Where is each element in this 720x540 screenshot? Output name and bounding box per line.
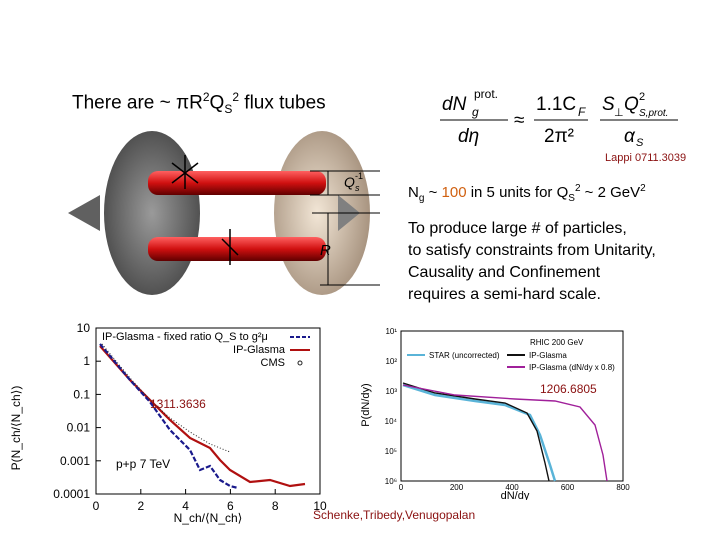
para-line-1: To produce large # of particles, bbox=[408, 220, 627, 237]
eq-rhs-den-sub: S bbox=[636, 137, 644, 149]
left-xtick-label: 2 bbox=[137, 499, 144, 513]
heading-sup2: 2 bbox=[232, 90, 240, 104]
heading-text: There are ~ πR bbox=[72, 92, 203, 114]
right-xtick-label: 400 bbox=[505, 483, 519, 492]
left-plot-frame bbox=[95, 327, 321, 495]
slide-heading: There are ~ πR2QS2 flux tubes bbox=[72, 90, 326, 116]
left-plot-reference: 1311.3636 bbox=[150, 397, 206, 411]
left-xtick-label: 6 bbox=[227, 499, 234, 513]
right-ytick-label: 10⁶ bbox=[385, 477, 397, 486]
diagram-qs-sup: -1 bbox=[355, 171, 363, 181]
gluon-multiplicity-equation: dN prot. g dη ≈ 1.1C F 2π² S ⊥ Q 2 S,pro… bbox=[440, 87, 678, 149]
diagram-qs-label: Q bbox=[344, 174, 355, 190]
right-legend-header: RHIC 200 GeV bbox=[530, 338, 584, 347]
eq-rhs-num: S bbox=[602, 94, 615, 115]
lappi-reference: Lappi 0711.3039 bbox=[605, 152, 687, 164]
right-plot-frame bbox=[400, 330, 624, 482]
left-ytick-label: 0.0001 bbox=[53, 487, 90, 501]
para-line-4: requires a semi-hard scale. bbox=[408, 286, 601, 303]
multiplicity-distribution-chart-auau: P(dN/dy) dN/dy 10¹ 10² 10³ 10⁴ 10⁵ 10⁶ 0 200 40… bbox=[355, 325, 630, 500]
right-ylabel: P(dN/dy) bbox=[360, 383, 372, 426]
gluon-burst-icon bbox=[171, 155, 239, 265]
eq-mid-den: 2π² bbox=[544, 126, 574, 147]
eq-mid-num: 1.1C bbox=[536, 94, 576, 115]
heading-sub: S bbox=[224, 102, 233, 117]
para-line-3: Causality and Confinement bbox=[408, 264, 601, 281]
left-legend-item-3: CMS bbox=[261, 357, 285, 369]
left-xtick-label: 0 bbox=[93, 499, 100, 513]
diagram-r-label: R bbox=[320, 242, 331, 259]
eq-lhs-sub: g bbox=[472, 105, 479, 119]
flux-tube-upper bbox=[148, 171, 326, 195]
eq-lhs-num: dN bbox=[442, 94, 467, 115]
eq-rhs-q: Q bbox=[624, 94, 639, 115]
right-xtick-label: 200 bbox=[450, 483, 464, 492]
left-ytick-label: 10 bbox=[77, 321, 91, 335]
heading-post: flux tubes bbox=[239, 92, 326, 114]
right-legend: RHIC 200 GeV STAR (uncorrected) IP-Glasm… bbox=[407, 338, 615, 372]
heading-sup: 2 bbox=[202, 90, 210, 104]
left-legend: IP-Glasma - fixed ratio Q_S to g²μ IP-Gl… bbox=[102, 331, 310, 369]
left-xtick-label: 8 bbox=[272, 499, 279, 513]
ng-estimate: Ng ~ 100 in 5 units for QS2 ~ 2 GeV2 bbox=[408, 183, 646, 204]
right-xtick-label: 600 bbox=[561, 483, 575, 492]
left-legend-item-2: IP-Glasma bbox=[233, 344, 286, 356]
multiplicity-distribution-chart-pp: P(N_ch/⟨N_ch⟩) N_ch/⟨N_ch⟩ 10 1 0.1 0.01 0.0… bbox=[0, 320, 330, 540]
right-series-star bbox=[402, 383, 557, 482]
right-xlabel: dN/dy bbox=[501, 490, 530, 500]
left-ytick-label: 0.001 bbox=[60, 454, 90, 468]
eq-approx: ≈ bbox=[514, 110, 524, 131]
heading-q: Q bbox=[209, 92, 225, 114]
left-arrow-icon bbox=[68, 195, 100, 231]
eq-rhs-num-sub: ⊥ bbox=[614, 107, 624, 119]
right-ytick-label: 10³ bbox=[385, 387, 397, 396]
constraints-paragraph: To produce large # of particles, to sati… bbox=[408, 218, 718, 306]
right-legend-item-2: IP-Glasma bbox=[529, 351, 567, 360]
right-ytick-label: 10⁴ bbox=[385, 417, 398, 426]
right-legend-item-3: IP-Glasma (dN/dy x 0.8) bbox=[529, 363, 615, 372]
left-legend-item-1: IP-Glasma - fixed ratio Q_S to g²μ bbox=[102, 331, 268, 343]
left-xlabel: N_ch/⟨N_ch⟩ bbox=[174, 511, 243, 525]
ng-qsup: 2 bbox=[574, 183, 581, 194]
right-series-ipglasma bbox=[402, 382, 550, 482]
right-xtick-label: 800 bbox=[616, 483, 630, 492]
authors-citation: Schenke,Tribedy,Venugopalan bbox=[313, 508, 476, 522]
flux-tube-lower bbox=[148, 237, 326, 261]
ng-tailsup: 2 bbox=[640, 183, 646, 194]
eq-rhs-den: α bbox=[624, 126, 636, 147]
ng-symbol: N bbox=[408, 184, 419, 201]
eq-lhs-den: dη bbox=[458, 126, 479, 147]
left-xtick-label: 10 bbox=[313, 499, 327, 513]
flux-tube-diagram: Q -1 s R bbox=[68, 131, 380, 295]
eq-rhs-q-sub: S,prot. bbox=[639, 108, 668, 119]
ng-post: in 5 units for Q bbox=[466, 184, 569, 201]
right-ytick-label: 10¹ bbox=[385, 327, 397, 336]
right-xtick-label: 0 bbox=[399, 483, 404, 492]
diagram-qs-sub: s bbox=[355, 183, 360, 193]
eq-mid-num-sub: F bbox=[578, 105, 586, 119]
right-ytick-label: 10⁵ bbox=[385, 447, 397, 456]
ng-sub: g bbox=[418, 193, 425, 204]
left-ylabel: P(N_ch/⟨N_ch⟩) bbox=[9, 386, 23, 471]
left-series-fixed-ratio bbox=[99, 343, 239, 490]
eq-rhs-q-sup: 2 bbox=[639, 91, 645, 103]
left-annotation: p+p 7 TeV bbox=[116, 457, 170, 471]
ng-value: 100 bbox=[441, 184, 467, 201]
left-ytick-label: 0.01 bbox=[67, 421, 91, 435]
right-series-ipglasma-scaled bbox=[402, 384, 608, 482]
right-legend-item-1: STAR (uncorrected) bbox=[429, 351, 500, 360]
right-plot-reference: 1206.6805 bbox=[540, 382, 597, 396]
left-ytick-label: 1 bbox=[83, 354, 90, 368]
ng-tail: ~ 2 GeV bbox=[580, 184, 641, 201]
para-line-2: to satisfy constraints from Unitarity, bbox=[408, 242, 656, 259]
ng-qsub: S bbox=[568, 193, 575, 204]
right-ytick-label: 10² bbox=[385, 357, 397, 366]
left-xtick-label: 4 bbox=[182, 499, 189, 513]
left-legend-swatch-3 bbox=[297, 360, 303, 366]
ng-mid: ~ bbox=[424, 184, 442, 201]
left-ytick-label: 0.1 bbox=[73, 387, 90, 401]
eq-lhs-sup: prot. bbox=[474, 87, 498, 101]
